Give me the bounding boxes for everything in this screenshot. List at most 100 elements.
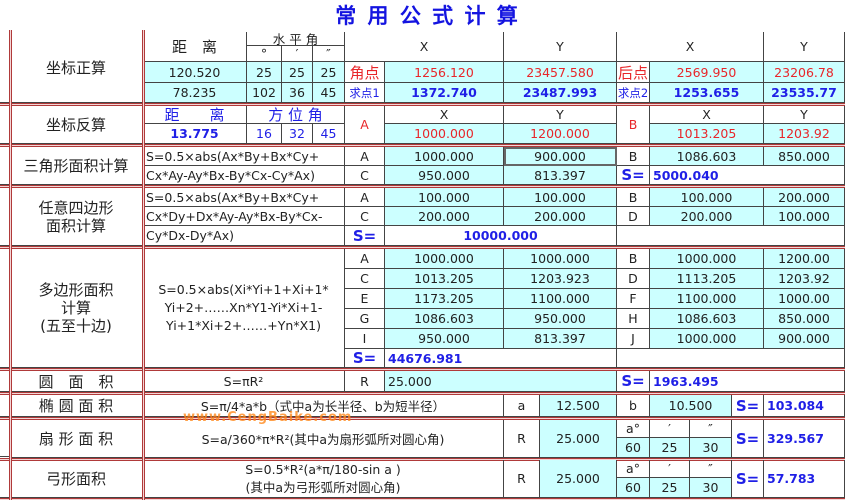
section-label-quadrilateral[interactable]: 任意四边形 面积计算 [10, 188, 143, 246]
second-input[interactable]: 45 [313, 83, 345, 103]
area-label: S= [732, 460, 764, 498]
point-label: C [345, 166, 385, 185]
degree-input[interactable]: 102 [247, 83, 282, 103]
header-y: Y [504, 106, 617, 124]
triangle-area-result[interactable]: 5000.040 [650, 166, 845, 185]
corner-y-input[interactable]: 23457.580 [504, 62, 617, 83]
radius-input[interactable]: 25.000 [540, 420, 617, 458]
area-label: S= [345, 349, 385, 368]
point2-x-result[interactable]: 1253.655 [650, 83, 764, 103]
distance-result[interactable]: 13.775 [143, 124, 247, 144]
header-x: X [345, 32, 504, 62]
x-input[interactable]: 1000.000 [385, 249, 504, 269]
y-input[interactable]: 1203.923 [504, 269, 617, 289]
y-input[interactable]: 900.000 [764, 329, 845, 349]
empty-cell [617, 349, 845, 368]
x-input[interactable]: 1173.205 [385, 289, 504, 309]
y-input[interactable]: 200.000 [504, 207, 617, 226]
azimuth-degree[interactable]: 16 [247, 124, 282, 144]
second-input[interactable]: 25 [313, 62, 345, 83]
arc-area-result[interactable]: 57.783 [764, 460, 845, 498]
x-input[interactable]: 1100.000 [650, 289, 764, 309]
section-label-triangle: 三角形面积计算 [10, 147, 143, 185]
quadrilateral-area-result[interactable]: 10000.000 [385, 226, 617, 246]
formula-line: S=0.5×abs(Ax*By+Bx*Cy+ [143, 188, 345, 207]
point1-y-result[interactable]: 23487.993 [504, 83, 617, 103]
point1-x-result[interactable]: 1372.740 [385, 83, 504, 103]
x-input[interactable]: 100.000 [385, 188, 504, 207]
a-y-input[interactable]: 1200.000 [504, 124, 617, 144]
radius-input[interactable]: 25.000 [385, 371, 617, 392]
back-y-input[interactable]: 23206.78 [764, 62, 845, 83]
point-label: B [617, 188, 650, 207]
polygon-formula[interactable]: S=0.5×abs(Xi*Yi+1+Xi+1* Yi+2+……Xn*Y1-Yi*X… [143, 249, 345, 368]
y-input[interactable]: 1200.00 [764, 249, 845, 269]
circle-area-result[interactable]: 1963.495 [650, 371, 845, 392]
x-input[interactable]: 1086.603 [650, 309, 764, 329]
cx-input[interactable]: 950.000 [385, 166, 504, 185]
section-label-quadrilateral-line: 任意四边形 [38, 198, 114, 217]
radius-label: R [345, 371, 385, 392]
minute-input[interactable]: 25 [282, 62, 313, 83]
minute-input[interactable]: 36 [282, 83, 313, 103]
y-input[interactable]: 1000.00 [764, 289, 845, 309]
y-input[interactable]: 100.000 [764, 207, 845, 226]
point2-label: 求点2 [617, 83, 650, 103]
y-input[interactable]: 850.000 [764, 309, 845, 329]
back-x-input[interactable]: 2569.950 [650, 62, 764, 83]
cy-input[interactable]: 813.397 [504, 166, 617, 185]
x-input[interactable]: 200.000 [650, 207, 764, 226]
section-label-sector: 扇 形 面 积 [10, 420, 143, 458]
section-label-circle: 圆 面 积 [10, 371, 143, 392]
degree-input[interactable]: 60 [617, 478, 650, 498]
x-input[interactable]: 950.000 [385, 329, 504, 349]
b-input[interactable]: 10.500 [650, 395, 732, 417]
x-input[interactable]: 1013.205 [385, 269, 504, 289]
y-input[interactable]: 813.397 [504, 329, 617, 349]
minute-input[interactable]: 25 [650, 478, 690, 498]
ellipse-area-result[interactable]: 103.084 [764, 395, 845, 417]
x-input[interactable]: 1086.603 [385, 309, 504, 329]
degree-input[interactable]: 60 [617, 438, 650, 458]
x-input[interactable]: 1113.205 [650, 269, 764, 289]
y-input[interactable]: 1100.000 [504, 289, 617, 309]
azimuth-minute[interactable]: 32 [282, 124, 313, 144]
x-input[interactable]: 1000.000 [650, 249, 764, 269]
section-divider [0, 498, 845, 500]
azimuth-second[interactable]: 45 [313, 124, 345, 144]
header-degree: ° [247, 46, 282, 62]
b-y-input[interactable]: 1203.92 [764, 124, 845, 144]
x-input[interactable]: 200.000 [385, 207, 504, 226]
a-input[interactable]: 12.500 [540, 395, 617, 417]
distance-input[interactable]: 78.235 [143, 83, 247, 103]
minute-input[interactable]: 25 [650, 438, 690, 458]
y-input[interactable]: 100.000 [504, 188, 617, 207]
degree-input[interactable]: 25 [247, 62, 282, 83]
polygon-area-result[interactable]: 44676.981 [385, 349, 617, 368]
bx-input[interactable]: 1086.603 [650, 147, 764, 166]
x-input[interactable]: 1000.000 [650, 329, 764, 349]
distance-input[interactable]: 120.520 [143, 62, 247, 83]
ay-input[interactable]: 900.000 [504, 147, 617, 166]
y-input[interactable]: 950.000 [504, 309, 617, 329]
a-x-input[interactable]: 1000.000 [385, 124, 504, 144]
second-input[interactable]: 30 [690, 438, 732, 458]
second-input[interactable]: 30 [690, 478, 732, 498]
x-input[interactable]: 100.000 [650, 188, 764, 207]
area-label: S= [617, 371, 650, 392]
section-label-polygon[interactable]: 多边形面积 计算 (五至十边) [10, 249, 143, 368]
sector-area-result[interactable]: 329.567 [764, 420, 845, 458]
point2-y-result[interactable]: 23535.77 [764, 83, 845, 103]
arc-formula[interactable]: S=0.5*R²(a*π/180-sin a ) (其中a为弓形弧所对圆心角) [143, 460, 504, 498]
corner-x-input[interactable]: 1256.120 [385, 62, 504, 83]
by-input[interactable]: 850.000 [764, 147, 845, 166]
y-input[interactable]: 1000.000 [504, 249, 617, 269]
y-input[interactable]: 200.000 [764, 188, 845, 207]
b-x-input[interactable]: 1013.205 [650, 124, 764, 144]
ellipse-formula: S=π/4*a*b（式中a为长半径、b为短半径） [143, 395, 504, 417]
radius-input[interactable]: 25.000 [540, 460, 617, 498]
y-input[interactable]: 1203.92 [764, 269, 845, 289]
empty-cell [617, 226, 845, 246]
ax-input[interactable]: 1000.000 [385, 147, 504, 166]
formula-line: Cx*Ay-Ay*Bx-By*Cx-Cy*Ax) [143, 166, 345, 185]
